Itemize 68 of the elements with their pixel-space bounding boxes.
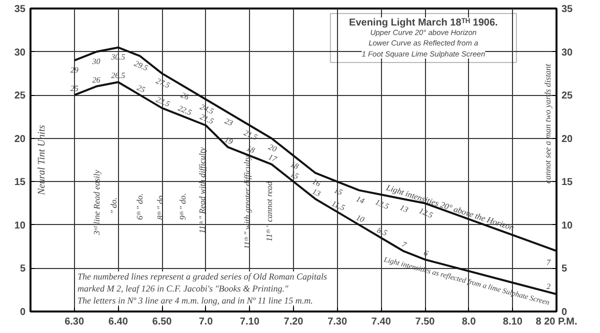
x-tick-label: 7.20 [284,316,304,328]
data-label: 14 [354,194,366,206]
data-label: 26 [92,75,100,84]
y-tick-label: 0 [20,307,26,318]
y-tick-label: 5 [20,264,26,275]
data-label: 12.5 [418,206,434,220]
y2-tick-label: 0 [562,307,568,318]
x-tick-label: 8.10 [502,316,523,328]
x-tick-label: 6.40 [108,316,128,328]
data-label: 16 [310,176,322,188]
y-axis-title: Neural Tint Units [36,124,48,196]
data-label: 25 [136,83,146,94]
x-tick-label: 6.50 [152,316,172,328]
data-label: 15 [332,186,344,198]
annotation: 8ᵗʰ ″ do. [154,193,165,220]
data-label: 20 [267,142,278,154]
data-label: 22.5 [176,104,194,118]
data-label: 23.5 [154,94,172,109]
x-tick-label: 8.0 [462,316,476,328]
data-label: 11.5 [330,198,346,212]
y2-tick-label: 30 [562,47,574,58]
x-tick-label: 7.10 [240,316,260,328]
data-label: 13 [310,186,322,198]
x-tick-label: 7.40 [371,316,392,328]
x-tick-label: 7.50 [415,316,436,328]
data-label: 21.5 [242,128,259,142]
data-label: 10 [354,212,366,224]
data-label: 2 [546,282,550,292]
annotation: 6ᵗʰ ″ do. [134,193,144,220]
data-label: 7 [400,240,409,250]
data-label: 29.5 [132,58,150,73]
y-tick-label: 15 [14,177,26,188]
data-label: 13 [398,202,410,214]
data-label: 18 [289,160,300,172]
data-label: 13.5 [374,197,390,212]
y-tick-label: 10 [14,220,26,232]
annotation: 11ᵗʰ ″ cannot read [264,180,274,242]
y2-tick-label: 5 [562,264,568,275]
data-label: 17 [267,152,279,164]
y-tick-label: 25 [14,90,26,102]
x-tick-label: 7.30 [328,316,348,328]
x-tick-label: 8 20 P.M. [536,316,578,328]
annotation: 3ʳᵈ line Read easily [91,170,102,236]
x-tick-label: 7.0 [198,316,214,328]
annotation: ″ do. [108,197,119,214]
y2-tick-label: 10 [562,220,574,232]
annotation: 9ᵗʰ ″ do. [178,193,188,220]
data-label: 7 [546,258,552,267]
data-label: 27.5 [154,76,172,90]
y-tick-label: 35 [14,4,26,15]
y2-tick-label: 20 [562,134,574,145]
data-label: 30 [91,56,100,66]
data-label: 18 [245,144,256,156]
annotation: cannot see a man two yards distant [542,63,553,184]
data-label: 26 [179,90,190,102]
y-tick-label: 20 [14,134,26,145]
data-label: 19 [223,135,234,146]
annotation: The numbered lines represent a graded series of Old Roman Capitals marked M 2, leaf 126 in C.F. Jacobi's "Books & Printing." The letters in Nº 3 line are 4 m.m. long, and in Nº 11 line 15 m.m. [78,272,328,306]
data-label: 6 [422,248,430,258]
y2-tick-label: 15 [562,177,574,188]
y2-tick-label: 35 [562,4,574,15]
x-tick-label: 6.30 [64,316,85,328]
data-label: 23 [223,116,234,128]
data-label: 15 [289,170,300,182]
y2-tick-label: 25 [562,90,574,102]
data-label: 8.5 [376,226,388,238]
y-tick-label: 30 [14,47,26,58]
text: Evening Light March 18ᵀᴴ 1906. [349,18,498,28]
